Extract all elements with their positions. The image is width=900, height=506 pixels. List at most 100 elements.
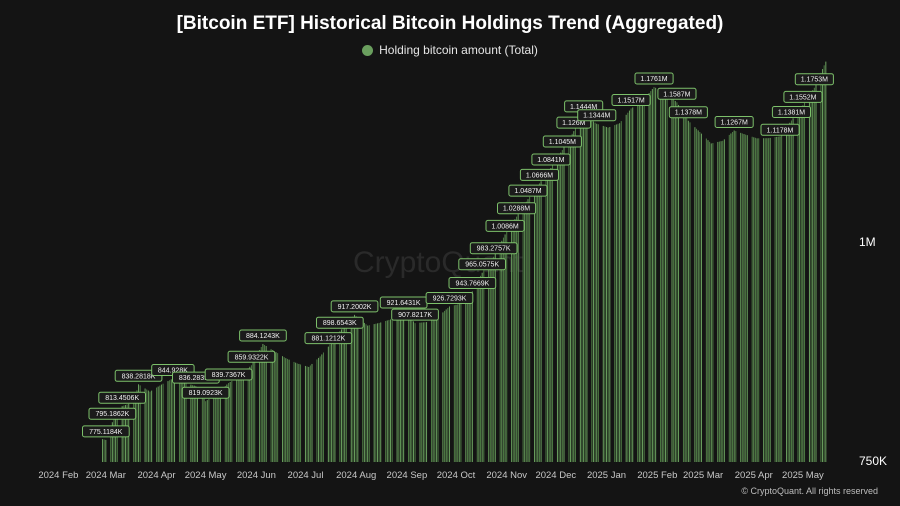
bar bbox=[777, 136, 779, 462]
bar bbox=[149, 391, 151, 462]
x-tick-label: 2025 Feb bbox=[637, 470, 677, 481]
bar bbox=[743, 134, 745, 463]
bar bbox=[354, 314, 356, 462]
bar bbox=[571, 133, 573, 462]
bar bbox=[103, 439, 105, 462]
bar bbox=[586, 117, 588, 462]
data-label-box bbox=[227, 350, 276, 363]
bar bbox=[537, 185, 539, 462]
bar bbox=[563, 147, 565, 462]
bar bbox=[478, 278, 480, 462]
bar bbox=[259, 350, 261, 462]
data-label: 1.1381M bbox=[771, 106, 812, 118]
bar bbox=[282, 356, 284, 462]
bar bbox=[568, 139, 570, 463]
chart-title: [Bitcoin ETF] Historical Bitcoin Holding… bbox=[176, 13, 724, 34]
bar bbox=[162, 383, 164, 462]
bar bbox=[718, 141, 720, 463]
data-label: 1.1587M bbox=[657, 87, 697, 100]
bar bbox=[300, 364, 302, 462]
x-tick-label: 2024 Sep bbox=[387, 470, 428, 481]
data-label-box bbox=[668, 106, 708, 119]
bar bbox=[730, 133, 732, 462]
data-label-box bbox=[181, 386, 230, 399]
bar bbox=[642, 101, 644, 462]
bar bbox=[504, 234, 506, 462]
data-label-text: 926.7293K bbox=[433, 296, 467, 303]
bar bbox=[501, 240, 503, 462]
data-label-text: 813.4506K bbox=[105, 395, 139, 402]
bar bbox=[192, 385, 194, 462]
data-label: 1.1552M bbox=[783, 90, 823, 103]
x-tick-label: 2025 Mar bbox=[683, 470, 723, 481]
data-label-text: 917.2002K bbox=[338, 304, 372, 311]
bar bbox=[430, 319, 432, 462]
bar bbox=[797, 111, 799, 463]
bar bbox=[517, 214, 519, 462]
bar bbox=[804, 102, 806, 463]
bar bbox=[522, 206, 524, 462]
bar-series bbox=[102, 61, 827, 463]
bar bbox=[540, 181, 542, 462]
bar bbox=[676, 102, 678, 462]
bar bbox=[455, 304, 457, 462]
bar bbox=[648, 93, 650, 462]
bar bbox=[493, 256, 495, 462]
bar bbox=[481, 272, 483, 462]
bar bbox=[552, 165, 554, 462]
bar bbox=[285, 358, 287, 462]
bar bbox=[617, 123, 619, 462]
data-label-box bbox=[448, 277, 497, 289]
data-label-box bbox=[577, 109, 617, 122]
data-label-text: 1.0841M bbox=[537, 157, 564, 164]
bar bbox=[655, 87, 657, 463]
bar bbox=[213, 395, 215, 462]
bar bbox=[573, 131, 575, 462]
bar bbox=[820, 72, 822, 463]
bar bbox=[700, 133, 702, 462]
bar bbox=[228, 383, 230, 462]
data-label-text: 898.6543K bbox=[323, 320, 357, 327]
bar bbox=[813, 87, 815, 463]
data-label-text: 1.1517M bbox=[617, 98, 644, 105]
bar bbox=[466, 296, 468, 462]
data-label: 1.1753M bbox=[794, 73, 834, 86]
data-label-box bbox=[82, 425, 130, 438]
bar bbox=[763, 138, 765, 463]
bar bbox=[525, 201, 527, 462]
data-label-box bbox=[760, 123, 800, 136]
bar bbox=[373, 324, 375, 462]
bar bbox=[637, 104, 639, 462]
data-label-box bbox=[204, 368, 253, 381]
bar bbox=[697, 130, 699, 462]
data-label: 884.1243K bbox=[239, 329, 287, 342]
bar bbox=[265, 346, 267, 462]
bar bbox=[664, 92, 666, 463]
bar bbox=[318, 357, 320, 462]
bar bbox=[111, 422, 113, 462]
bar bbox=[242, 372, 244, 462]
bar bbox=[581, 117, 583, 462]
bar bbox=[139, 385, 141, 462]
bar bbox=[134, 396, 136, 462]
x-tick-label: 2024 Jun bbox=[237, 470, 276, 481]
bar bbox=[781, 134, 783, 462]
bar bbox=[174, 379, 176, 462]
bar bbox=[602, 125, 604, 462]
data-label-text: 1.1381M bbox=[778, 110, 805, 117]
bar bbox=[650, 91, 652, 462]
data-label-text: 838.2818K bbox=[122, 373, 156, 380]
bar bbox=[408, 316, 410, 462]
bar bbox=[208, 398, 210, 462]
bar bbox=[494, 253, 496, 462]
data-label-text: 1.1552M bbox=[789, 94, 816, 101]
bar bbox=[270, 349, 272, 462]
bar bbox=[342, 327, 344, 462]
bar bbox=[218, 391, 220, 462]
data-label-text: 1.0288M bbox=[503, 206, 530, 213]
bar bbox=[489, 261, 491, 462]
bar bbox=[308, 366, 310, 462]
bar bbox=[483, 270, 485, 462]
data-label: 965.0575K bbox=[458, 258, 506, 271]
bar bbox=[241, 374, 243, 462]
